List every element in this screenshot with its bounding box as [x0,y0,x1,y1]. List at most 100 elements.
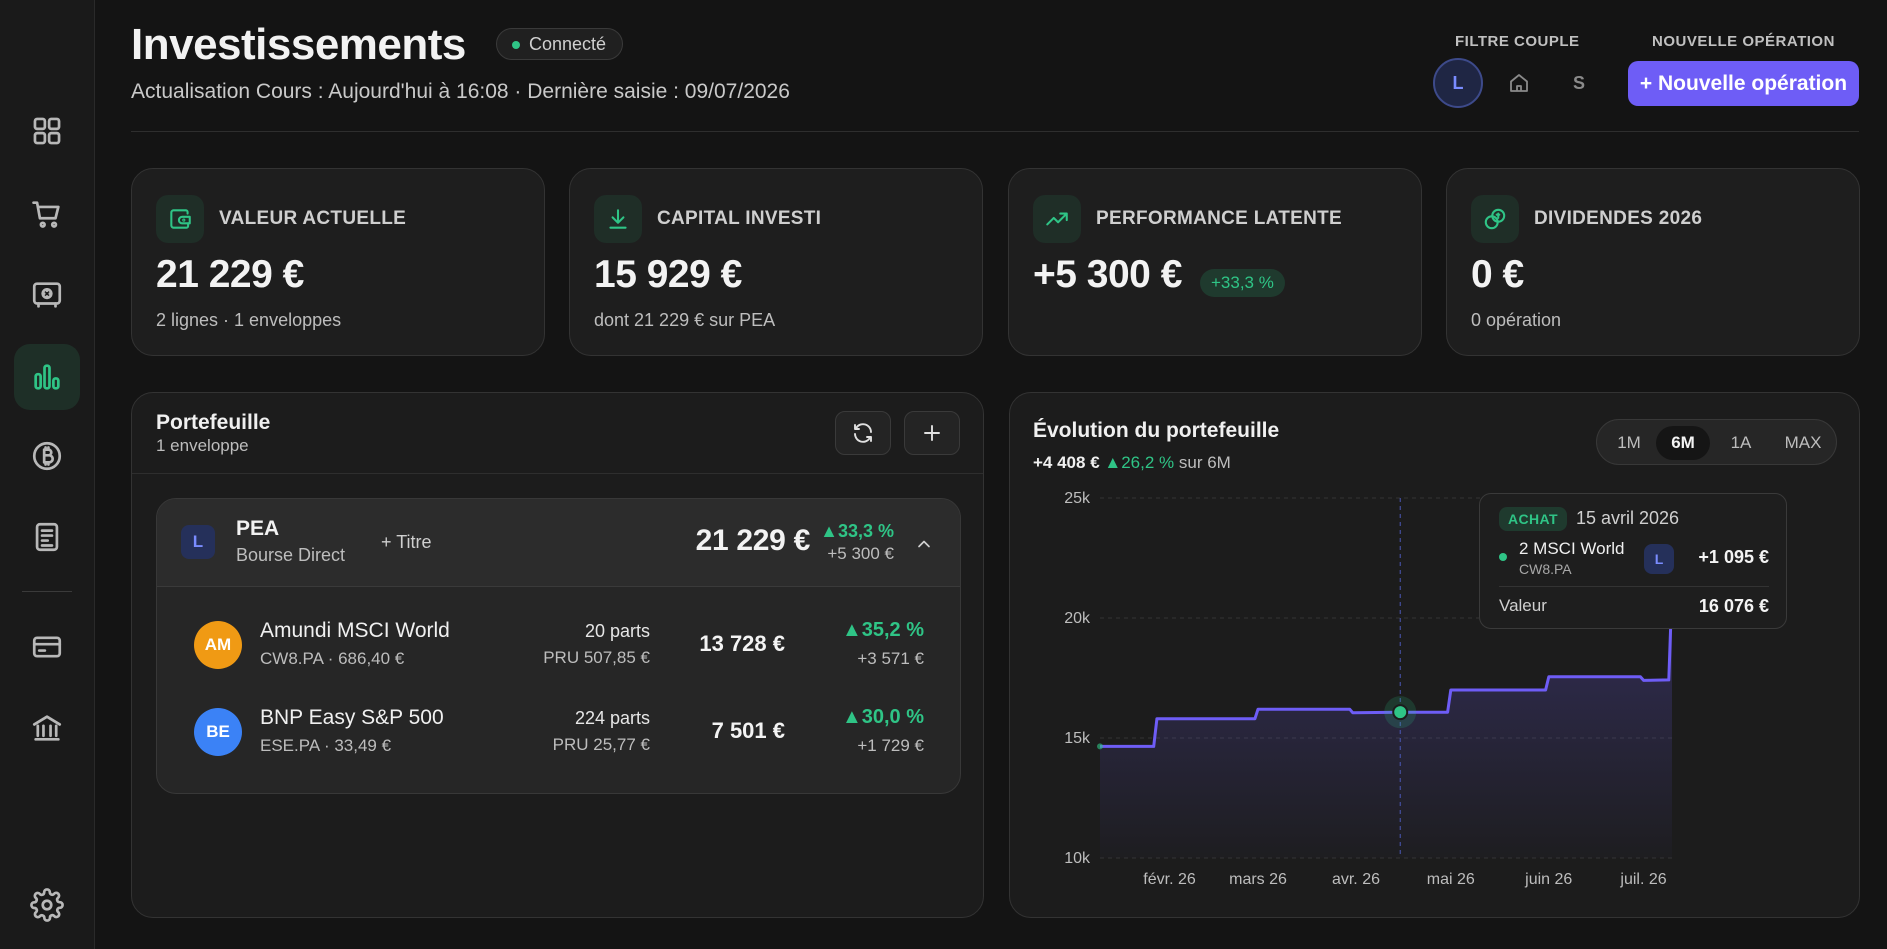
connection-status-badge: Connecté [496,28,624,60]
portfolio-panel: Portefeuille 1 enveloppe L PEA Bourse Di… [131,392,984,918]
kpi-card-dividendes: DIVIDENDES 2026 0 € 0 opération [1446,168,1860,356]
holding-gain: +1 729 € [857,736,924,755]
x-tick-label: avr. 26 [1332,871,1380,888]
envelope-name: PEA [236,517,280,540]
holding-name: BNP Easy S&P 500 [260,706,444,729]
envelope-total: 21 229 € [695,524,811,557]
holding-pru: PRU 507,85 € [543,648,650,667]
kpi-card-capital-investi: CAPITAL INVESTI 15 929 € dont 21 229 € s… [569,168,983,356]
series-line [1100,588,1674,748]
add-security-button[interactable]: + Titre [381,532,432,552]
chart-title: Évolution du portefeuille [1033,419,1280,442]
envelope-gain: +5 300 € [827,544,894,563]
tooltip-divider [1499,586,1769,587]
header-divider [131,131,1859,132]
holding-name: Amundi MSCI World [260,619,450,642]
holding-value: 13 728 € [699,631,785,656]
kpi-value: 15 929 € [594,253,742,296]
owner-avatar: L [181,525,215,559]
holding-performance: ▲35,2 % [841,619,924,641]
refresh-button[interactable] [835,411,891,455]
x-tick-label: juil. 26 [1619,871,1666,888]
envelope-broker: Bourse Direct [236,545,346,565]
new-operation-label: NOUVELLE OPÉRATION [1652,33,1835,50]
plus-icon [924,425,940,441]
chart-tooltip: ACHAT 15 avril 2026 2 MSCI World CW8.PA … [1479,493,1787,629]
range-option-max[interactable]: MAX [1784,433,1822,452]
page-title: Investissements [131,20,466,69]
hover-point [1392,704,1409,721]
tooltip-value-label: Valeur [1499,596,1547,615]
wallet-icon [156,195,204,243]
kpi-sub: dont 21 229 € sur PEA [594,310,776,330]
series-area [1100,588,1672,858]
nav-cart-icon[interactable] [14,181,80,247]
kpi-value: 0 € [1471,253,1524,296]
range-option-1a[interactable]: 1A [1730,433,1752,452]
nav-card-icon[interactable] [14,614,80,680]
y-tick-label: 10k [1064,850,1091,867]
range-selector: 1M 6M 1A MAX [1596,419,1837,465]
kpi-value: +5 300 € [1033,253,1182,296]
download-icon [594,195,642,243]
y-tick-label: 15k [1064,730,1091,747]
kpi-performance-badge: +33,3 % [1200,269,1285,297]
page-subtitle: Actualisation Cours : Aujourd'hui à 16:0… [131,80,790,103]
tooltip-owner-avatar: L [1644,544,1674,574]
nav-safe-icon[interactable] [14,262,80,328]
status-dot-icon [512,41,520,49]
holding-avatar: AM [194,621,242,669]
tooltip-operation-badge: ACHAT [1499,507,1567,531]
filter-option-s[interactable]: S [1572,72,1585,93]
new-operation-button[interactable]: + Nouvelle opération [1628,61,1859,106]
tooltip-security-name: 2 MSCI World [1519,539,1625,558]
x-tick-label: mai 26 [1427,871,1475,888]
nav-bank-icon[interactable] [14,695,80,761]
kpi-card-valeur-actuelle: VALEUR ACTUELLE 21 229 € 2 lignes · 1 en… [131,168,545,356]
sidebar [0,0,95,949]
holding-avatar: BE [194,708,242,756]
kpi-label: DIVIDENDES 2026 [1534,208,1703,229]
nav-dashboard-grid-icon[interactable] [14,98,80,164]
range-option-1m[interactable]: 1M [1617,433,1641,452]
range-option-6m[interactable]: 6M [1656,426,1710,460]
tooltip-date: 15 avril 2026 [1576,508,1680,528]
holding-parts: 20 parts [584,621,650,641]
envelope-performance: ▲33,3 % [820,521,894,541]
kpi-sub: 2 lignes · 1 enveloppes [156,310,342,330]
trending-up-icon [1033,195,1081,243]
y-tick-label: 20k [1064,610,1091,627]
nav-investments-bar-chart-icon[interactable] [14,344,80,410]
add-envelope-button[interactable] [904,411,960,455]
series-start-point [1097,743,1103,750]
x-tick-label: févr. 26 [1143,871,1196,888]
x-tick-label: juin 26 [1524,871,1572,888]
kpi-card-performance-latente: PERFORMANCE LATENTE +5 300 € +33,3 % [1008,168,1422,356]
holding-performance: ▲30,0 % [841,706,924,728]
nav-settings-gear-icon[interactable] [14,872,80,938]
portfolio-subtitle: 1 enveloppe [156,436,249,455]
y-tick-label: 25k [1064,490,1091,507]
portfolio-divider [132,473,983,474]
refresh-icon [854,423,872,443]
connection-status-label: Connecté [529,33,607,54]
sidebar-divider [22,591,72,592]
nav-bitcoin-icon[interactable] [14,423,80,489]
kpi-sub: 0 opération [1471,310,1562,330]
filter-option-l[interactable]: L [1433,58,1483,108]
envelope-card: L PEA Bourse Direct + Titre 21 229 € ▲33… [156,498,961,794]
filter-option-household[interactable] [1494,58,1544,108]
portfolio-title: Portefeuille [156,411,271,434]
tooltip-amount: +1 095 € [1698,547,1769,567]
nav-receipt-icon[interactable] [14,504,80,570]
chart-summary-value: +4 408 € [1033,453,1100,472]
home-icon [1510,74,1528,92]
collapse-chevron-up-icon[interactable] [914,534,934,554]
portfolio-evolution-panel: 25k 20k 15k 10k févr. 26 mars 26 avr. 26 mai 26… [1009,392,1860,918]
chart-summary: +4 408 € ▲26,2 % sur 6M [1033,453,1231,473]
holding-value: 7 501 € [711,718,785,743]
envelope-header[interactable]: L PEA Bourse Direct + Titre 21 229 € ▲33… [157,499,960,587]
kpi-label: CAPITAL INVESTI [657,208,822,229]
tooltip-ticker: CW8.PA [1519,561,1572,577]
kpi-label: VALEUR ACTUELLE [219,208,407,229]
